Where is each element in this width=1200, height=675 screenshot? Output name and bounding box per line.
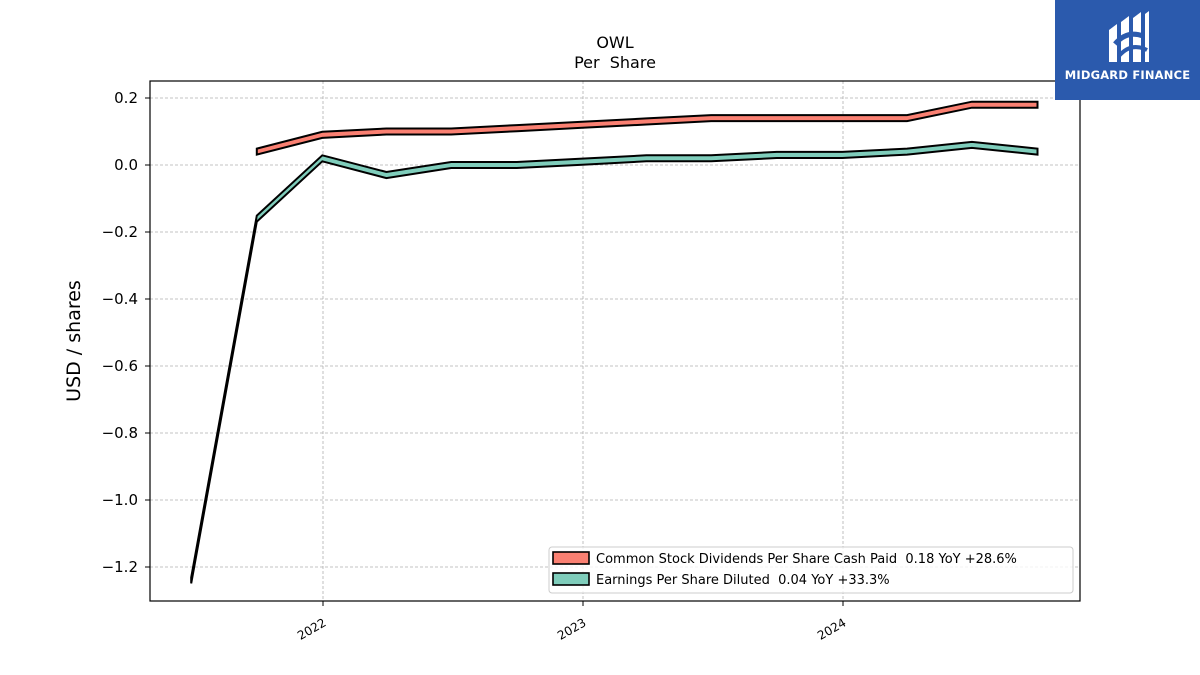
y-tick-label: −0.6 <box>102 357 138 375</box>
y-axis-label: USD / shares <box>63 280 85 402</box>
logo-icon <box>1055 0 1200 100</box>
legend-swatch-eps <box>552 572 590 586</box>
y-tick-label: −0.2 <box>102 223 138 241</box>
series-0 <box>255 100 1039 156</box>
series-layer <box>190 100 1039 584</box>
y-tick-label: −1.2 <box>102 558 138 576</box>
midgard-finance-logo: MIDGARD FINANCE <box>1055 0 1200 100</box>
legend: Common Stock Dividends Per Share Cash Pa… <box>548 546 1074 594</box>
series-line-0 <box>255 100 1039 156</box>
y-tick-label: 0.2 <box>114 89 138 107</box>
logo-text: MIDGARD FINANCE <box>1064 68 1191 82</box>
grid <box>150 81 1080 601</box>
legend-box <box>548 546 1074 594</box>
x-tick-label: 2022 <box>295 615 328 642</box>
y-tick-label: −0.4 <box>102 290 138 308</box>
y-tick-label: 0.0 <box>114 156 138 174</box>
x-tick-label: 2023 <box>555 615 588 642</box>
plot-frame <box>149 80 1081 602</box>
legend-label-dividends: Common Stock Dividends Per Share Cash Pa… <box>596 552 1017 567</box>
chart-title: OWL <box>596 33 633 52</box>
legend-swatch-dividends <box>552 551 590 565</box>
y-tick-label: −1.0 <box>102 491 138 509</box>
y-tick-label: −0.8 <box>102 424 138 442</box>
series-line-1 <box>190 140 1039 584</box>
chart-subtitle: Per Share <box>574 53 656 72</box>
legend-label-eps: Earnings Per Share Diluted 0.04 YoY +33.… <box>596 573 890 588</box>
x-tick-label: 2024 <box>815 615 848 642</box>
series-1 <box>190 140 1039 584</box>
